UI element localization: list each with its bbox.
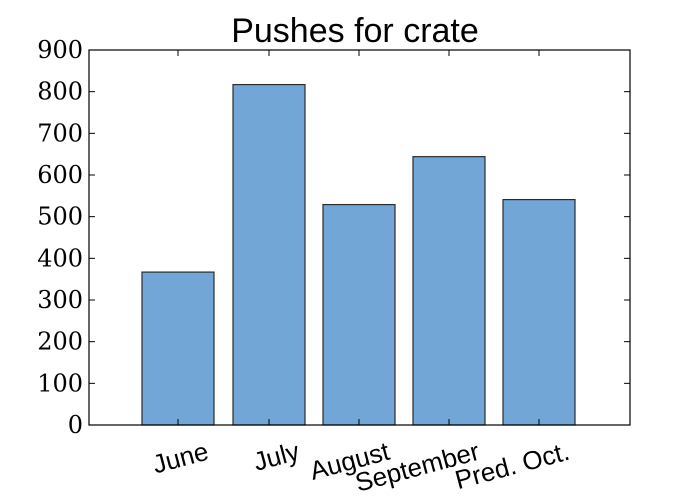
bars-group [141,83,576,426]
y-tick-label: 0 [68,411,83,439]
y-axis: 0 100 200 300 400 500 600 700 800 900 [37,36,630,439]
y-tick-label: 700 [37,119,83,147]
y-tick-label: 400 [37,244,83,272]
x-tick-label: July [250,436,302,477]
y-tick-label: 300 [37,286,83,314]
bar-july [232,83,306,426]
y-tick-label: 500 [37,203,83,231]
bar-june [141,271,215,426]
x-tick-label: June [149,436,211,480]
y-tick-label: 900 [37,36,83,64]
bar-pred-oct [502,198,576,426]
y-tick-label: 600 [37,161,83,189]
y-tick-label: 800 [37,78,83,106]
bar-august [322,203,396,426]
y-tick-label: 100 [37,369,83,397]
chart-title: Pushes for crate [231,12,479,50]
bar-september [412,156,486,426]
y-tick-label: 200 [37,328,83,356]
